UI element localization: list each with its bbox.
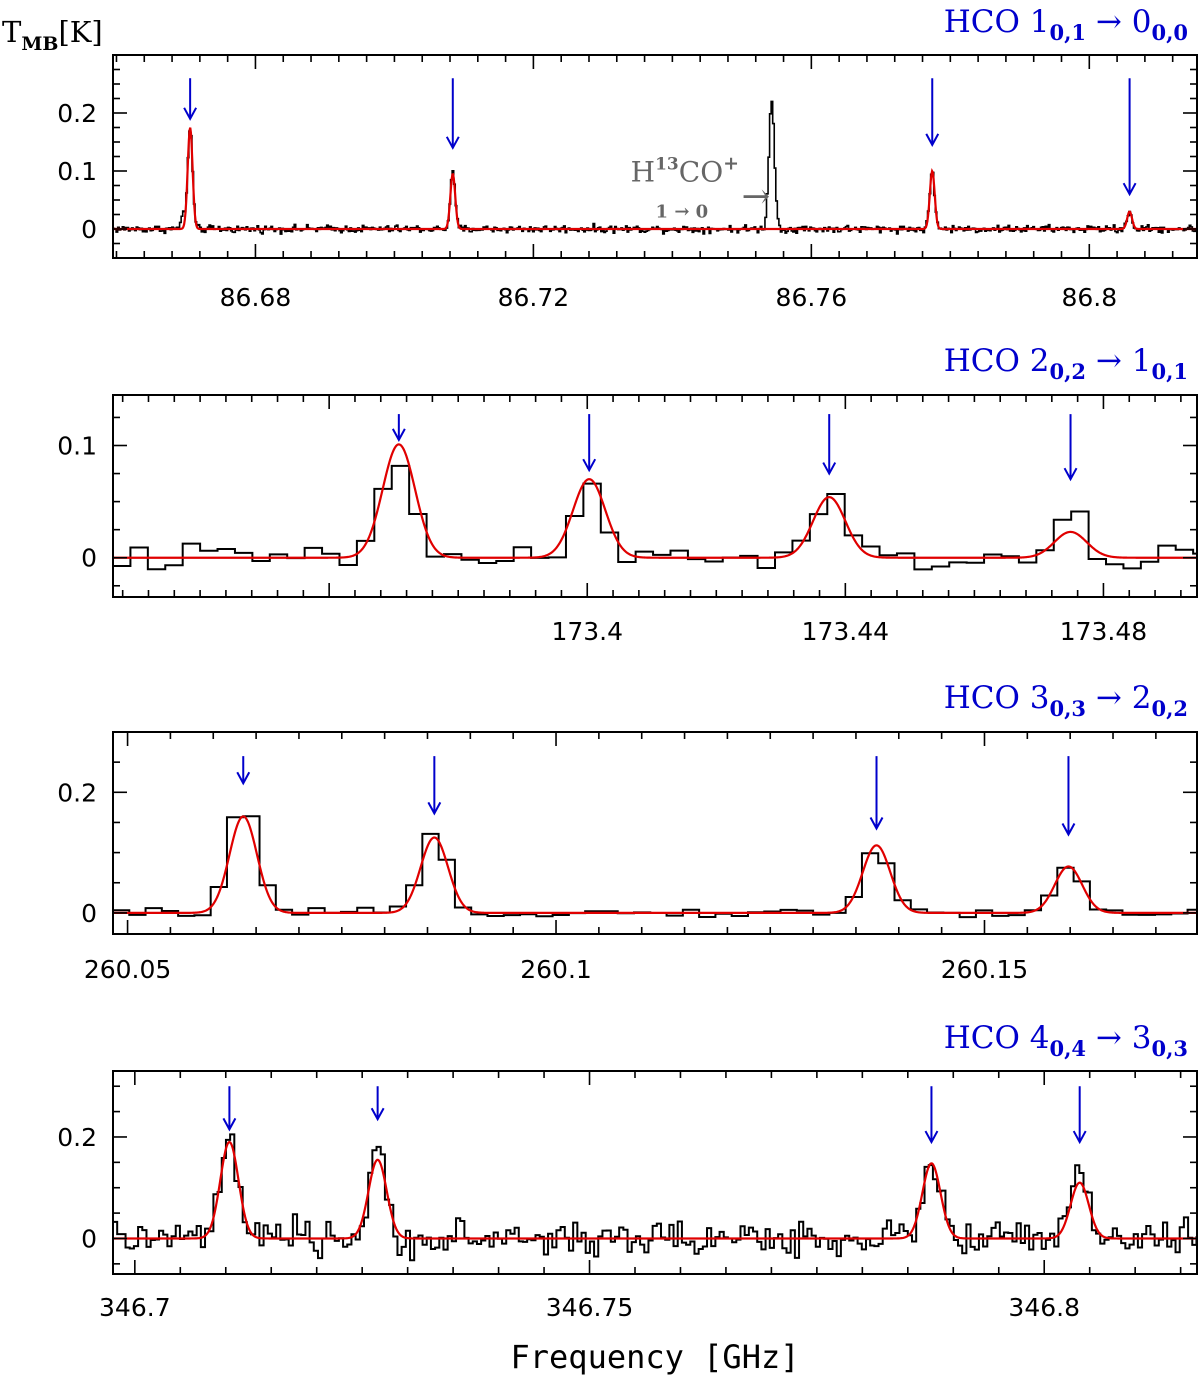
transition-marker-arrow xyxy=(925,78,940,147)
x-tick-label: 260.05 xyxy=(84,955,171,984)
transition-marker-arrow xyxy=(582,414,597,473)
panels: 86.68 86.72 86.76 86.8 0 0.1 0.2 HCO 10,1 → 00,… xyxy=(57,4,1198,1322)
x-ticks xyxy=(113,1071,1197,1274)
observed-spectrum xyxy=(113,1133,1197,1262)
transition-marker-arrow xyxy=(391,414,406,442)
y-tick-label: 0.1 xyxy=(57,432,97,461)
transition-marker-arrow xyxy=(924,1086,939,1145)
spectrum-panel-2: 173.4 173.44 173.48 0 0.1 HCO 20,2 → 10,1 xyxy=(57,343,1198,646)
annotation-transition: 1 → 0 xyxy=(656,202,709,223)
x-tick-label: 346.8 xyxy=(1008,1293,1080,1322)
plot-frame xyxy=(112,394,1198,598)
spectrum-panel-4: 346.7 346.75 346.8 0 0.2 HCO 40,4 → 30,3 xyxy=(57,1020,1198,1322)
transition-marker-arrow xyxy=(445,78,460,150)
transition-marker-arrow xyxy=(370,1086,385,1122)
x-tick-label: 260.1 xyxy=(520,955,592,984)
transition-marker-arrow xyxy=(183,78,198,121)
transition-marker-arrow xyxy=(1063,414,1078,482)
y-tick-label: 0 xyxy=(81,544,97,573)
annotation-arrow: → xyxy=(742,177,771,217)
spectrum-panel-3: 260.05 260.1 260.15 0 0.2 HCO 30,3 → 20,2 xyxy=(57,680,1198,984)
x-tick-label: 173.44 xyxy=(802,617,889,646)
panel-title: HCO 10,1 → 00,0 xyxy=(944,4,1188,45)
x-tick-label: 346.7 xyxy=(99,1293,171,1322)
transition-marker-arrow xyxy=(236,756,251,786)
x-tick-label: 346.75 xyxy=(546,1293,633,1322)
fit-curve xyxy=(113,127,1197,231)
x-tick-label: 260.15 xyxy=(941,955,1028,984)
plot-frame xyxy=(112,1070,1198,1275)
y-tick-label: 0.1 xyxy=(57,157,97,186)
x-ticks xyxy=(113,395,1197,597)
x-tick-label: 173.48 xyxy=(1060,617,1147,646)
transition-marker-arrow xyxy=(1122,78,1137,197)
y-tick-label: 0 xyxy=(81,215,97,244)
x-tick-label: 173.4 xyxy=(551,617,623,646)
transition-marker-arrow xyxy=(427,756,442,816)
annotation-species: H13CO+ xyxy=(631,153,739,189)
y-tick-label: 0.2 xyxy=(57,99,97,128)
x-tick-label: 86.68 xyxy=(220,283,292,312)
y-tick-label: 0.2 xyxy=(57,1123,97,1152)
transition-marker-arrow xyxy=(869,756,884,831)
x-axis-label: Frequency [GHz] xyxy=(511,1338,800,1376)
transition-marker-arrow xyxy=(1061,756,1076,837)
fit-curve xyxy=(113,1140,1197,1240)
x-ticks xyxy=(113,731,1197,934)
observed-spectrum xyxy=(113,815,1197,919)
transition-marker-arrow xyxy=(822,414,837,476)
h13co-plus-annotation: H13CO+ 1 → 0 → xyxy=(631,153,770,223)
x-tick-label: 86.76 xyxy=(776,283,848,312)
fit-curve xyxy=(113,815,1197,914)
panel-title: HCO 40,4 → 30,3 xyxy=(944,1020,1188,1061)
x-tick-label: 86.8 xyxy=(1061,283,1117,312)
spectrum-panel-1: 86.68 86.72 86.76 86.8 0 0.1 0.2 HCO 10,1 → 00,… xyxy=(57,4,1198,312)
plot-frame xyxy=(112,731,1198,935)
y-axis-label: TMB[K] xyxy=(2,15,103,55)
y-tick-label: 0 xyxy=(81,1224,97,1253)
panel-title: HCO 30,3 → 20,2 xyxy=(944,680,1188,721)
y-tick-label: 0 xyxy=(81,899,97,928)
y-tick-label: 0.2 xyxy=(57,778,97,807)
transition-marker-arrow xyxy=(222,1086,237,1132)
transition-marker-arrow xyxy=(1072,1086,1087,1145)
panel-title: HCO 20,2 → 10,1 xyxy=(944,343,1188,384)
x-tick-label: 86.72 xyxy=(498,283,570,312)
fit-curve xyxy=(113,443,1197,559)
x-ticks xyxy=(113,54,1197,259)
